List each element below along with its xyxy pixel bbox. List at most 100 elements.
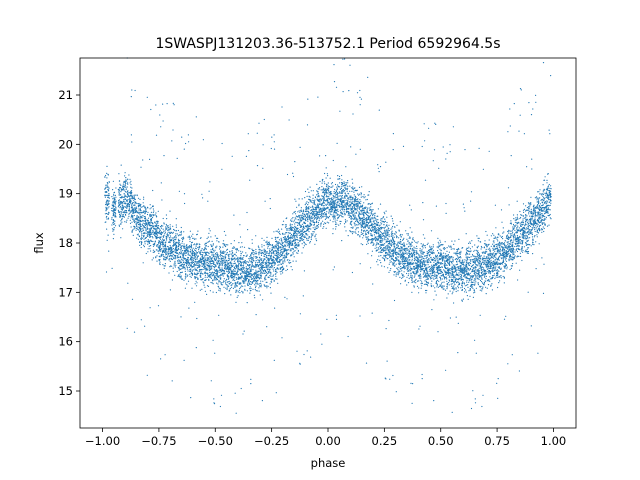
data-point (300, 231, 302, 233)
data-point (332, 214, 334, 216)
data-point (320, 222, 322, 224)
data-point (324, 215, 326, 217)
data-point (322, 189, 324, 191)
data-point (212, 339, 214, 341)
data-point (194, 263, 196, 265)
data-point (122, 214, 124, 216)
data-point (246, 302, 248, 304)
data-point (204, 268, 206, 270)
data-point (342, 216, 344, 218)
data-point (216, 245, 218, 247)
data-point (269, 283, 271, 285)
data-point (339, 220, 341, 222)
data-point (349, 190, 351, 192)
data-point (213, 268, 215, 270)
data-point (191, 261, 193, 263)
data-point (118, 180, 121, 182)
data-point (115, 209, 117, 211)
data-point (244, 274, 246, 276)
data-point (294, 245, 296, 247)
data-point (301, 239, 304, 241)
data-point (206, 241, 208, 243)
data-point (302, 236, 304, 238)
data-point (232, 247, 234, 249)
data-point (233, 214, 235, 216)
data-point (118, 210, 120, 212)
data-point (172, 255, 174, 257)
data-point (336, 194, 338, 196)
data-point (211, 251, 213, 253)
data-point (277, 268, 279, 270)
data-point (342, 190, 344, 192)
data-point (202, 268, 204, 270)
data-point (128, 207, 130, 209)
data-point (132, 201, 134, 204)
data-point (195, 250, 197, 252)
data-point (111, 196, 113, 198)
data-point (299, 362, 301, 364)
data-point (241, 272, 243, 274)
data-point (258, 277, 261, 279)
data-point (345, 220, 347, 222)
data-point (159, 229, 161, 231)
data-point (210, 267, 212, 269)
data-point (107, 218, 109, 220)
data-point (141, 241, 143, 243)
data-point (128, 204, 130, 206)
data-point (330, 202, 332, 204)
data-point (132, 211, 135, 213)
data-point (307, 207, 309, 209)
data-point (219, 248, 221, 250)
data-point (140, 228, 142, 230)
data-point (187, 280, 190, 282)
data-point (227, 281, 229, 283)
data-point (316, 194, 318, 196)
data-point (215, 265, 217, 267)
data-point (319, 201, 321, 203)
data-point (185, 264, 187, 267)
data-point (192, 256, 194, 258)
data-point (177, 275, 179, 277)
data-point (307, 239, 309, 241)
data-point (222, 275, 224, 277)
data-point (281, 228, 283, 230)
data-point (346, 203, 348, 205)
data-point (167, 255, 169, 257)
data-point (331, 198, 333, 200)
data-point (118, 201, 120, 203)
data-point (271, 262, 273, 264)
data-point (190, 397, 192, 399)
data-point (314, 208, 316, 211)
data-point (236, 296, 238, 298)
data-point (120, 215, 122, 217)
data-point (282, 251, 284, 253)
data-point (220, 394, 223, 396)
data-point (224, 267, 226, 269)
data-point (338, 204, 340, 207)
data-point (194, 267, 196, 269)
data-point (197, 277, 199, 279)
data-point (135, 223, 137, 225)
data-point (177, 256, 179, 259)
data-point (223, 269, 225, 272)
data-point (341, 201, 343, 203)
data-point (315, 220, 318, 223)
data-point (315, 240, 318, 242)
data-point (220, 252, 222, 254)
data-point (185, 142, 187, 145)
data-point (271, 136, 273, 138)
data-point (276, 241, 278, 243)
data-point (319, 208, 321, 210)
data-point (237, 259, 239, 261)
data-point (200, 237, 202, 239)
data-point (255, 314, 257, 316)
data-point (327, 200, 329, 202)
data-point (120, 189, 123, 191)
data-point (315, 233, 317, 235)
data-point (156, 232, 158, 234)
data-point (132, 196, 134, 198)
data-point (152, 208, 154, 210)
data-point (212, 249, 214, 251)
data-point (196, 282, 198, 284)
data-point (325, 204, 327, 206)
